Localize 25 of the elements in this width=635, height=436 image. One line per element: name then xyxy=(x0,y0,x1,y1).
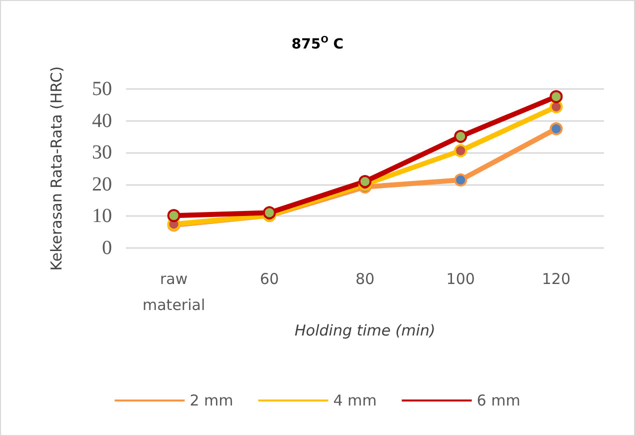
y-tick-label: 30 xyxy=(92,142,112,164)
x-axis-title: Holding time (min) xyxy=(294,322,436,340)
y-tick-label: 50 xyxy=(92,78,112,100)
y-tick-label: 10 xyxy=(92,205,112,228)
y-tick-label: 0 xyxy=(102,237,112,259)
point xyxy=(167,209,180,222)
x-tick-label: raw material xyxy=(142,270,206,314)
legend-label: 4 mm xyxy=(333,392,377,410)
point xyxy=(454,144,468,158)
x-tick-label: 120 xyxy=(542,270,571,288)
x-tick-label: 80 xyxy=(355,270,375,288)
point xyxy=(358,175,372,188)
x-tick-label: 60 xyxy=(260,270,279,288)
x-tick-label: 100 xyxy=(446,270,475,288)
point xyxy=(454,173,468,186)
point xyxy=(262,206,276,220)
y-tick-label: 20 xyxy=(92,173,112,196)
point xyxy=(550,90,563,104)
y-axis-title: Kekerasan Rata-Rata (HRC) xyxy=(48,66,66,271)
legend-label: 2 mm xyxy=(190,392,234,410)
y-tick-label: 40 xyxy=(92,110,112,132)
point xyxy=(550,122,563,136)
legend-label: 6 mm xyxy=(476,392,520,410)
point xyxy=(550,100,563,114)
point xyxy=(454,130,468,143)
